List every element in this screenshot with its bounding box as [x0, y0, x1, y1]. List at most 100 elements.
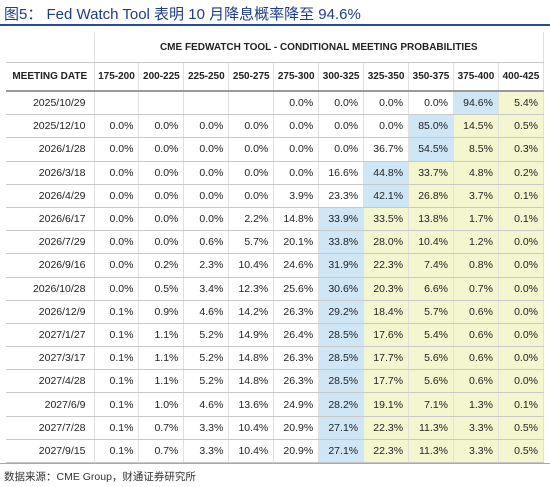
probability-cell: 0.0% — [138, 114, 185, 139]
probability-cell: 25.6% — [273, 277, 320, 301]
probability-table-container: CME FEDWATCH TOOL - CONDITIONAL MEETING … — [6, 32, 545, 464]
probability-cell: 28.5% — [318, 323, 365, 348]
probability-cell: 0.8% — [453, 253, 499, 278]
probability-cell: 0.1% — [94, 369, 140, 394]
probability-cell: 4.8% — [453, 161, 499, 185]
probability-cell: 0.0% — [94, 253, 140, 278]
probability-cell: 18.4% — [363, 300, 410, 324]
meeting-date-cell: 2027/3/17 — [6, 346, 95, 371]
column-header: 325-350 — [363, 62, 410, 92]
probability-cell: 0.0% — [183, 137, 230, 162]
meeting-date-cell: 2026/1/28 — [6, 137, 95, 162]
probability-cell: 0.7% — [138, 439, 185, 464]
probability-cell: 14.8% — [273, 207, 320, 232]
probability-cell: 0.0% — [273, 137, 320, 162]
probability-cell: 0.1% — [94, 392, 140, 417]
super-header-blank — [6, 32, 95, 63]
probability-cell: 0.9% — [138, 300, 185, 324]
probability-cell: 0.1% — [94, 323, 140, 348]
probability-cell: 0.0% — [138, 161, 185, 185]
probability-cell: 0.2% — [498, 161, 545, 185]
column-header: 200-225 — [138, 62, 185, 92]
table-row: 2026/3/18 0.0% 0.0% 0.0% 0.0% 0.0% 16.6% 44.8% 3… — [6, 161, 545, 185]
probability-cell: 27.1% — [318, 416, 365, 440]
probability-cell: 3.9% — [273, 184, 320, 208]
table-row: 2027/6/9 0.1% 1.0% 4.6% 13.6% 24.9% 28.2% 19.1%… — [6, 392, 545, 417]
probability-cell: 0.0% — [498, 300, 545, 324]
probability-cell: 12.3% — [228, 277, 275, 301]
column-header: 225-250 — [183, 62, 230, 92]
probability-cell: 20.9% — [273, 439, 320, 464]
table-row: 2026/4/29 0.0% 0.0% 0.0% 0.0% 3.9% 23.3% 42.1% 2… — [6, 184, 545, 208]
probability-cell: 0.0% — [183, 114, 230, 139]
probability-cell: 0.0% — [498, 253, 545, 278]
probability-cell: 1.7% — [453, 207, 499, 232]
footer-divider — [0, 463, 550, 464]
probability-cell: 28.0% — [363, 230, 410, 255]
probability-cell: 0.6% — [183, 230, 230, 255]
table-row: 2026/7/29 0.0% 0.0% 0.6% 5.7% 20.1% 33.8% 28.0%… — [6, 230, 545, 255]
probability-cell: 16.6% — [318, 161, 365, 185]
probability-cell: 0.1% — [94, 346, 140, 371]
probability-cell: 1.2% — [453, 230, 499, 255]
probability-cell: 14.8% — [228, 346, 275, 371]
meeting-date-cell: 2026/9/16 — [6, 253, 95, 278]
probability-cell: 27.1% — [318, 439, 365, 464]
probability-cell: 0.0% — [183, 207, 230, 232]
probability-cell: 0.0% — [94, 230, 140, 255]
probability-cell: 33.9% — [318, 207, 365, 232]
column-header: 175-200 — [94, 62, 140, 92]
probability-cell: 8.5% — [453, 137, 499, 162]
probability-cell: 17.6% — [363, 323, 410, 348]
probability-cell: 29.2% — [318, 300, 365, 324]
meeting-date-cell: 2027/9/15 — [6, 439, 95, 464]
meeting-date-cell: 2027/1/27 — [6, 323, 95, 348]
probability-cell: 0.0% — [138, 230, 185, 255]
probability-cell: 11.3% — [408, 416, 454, 440]
meeting-date-cell: 2027/7/28 — [6, 416, 95, 440]
probability-cell: 1.3% — [453, 392, 499, 417]
probability-cell: 3.3% — [183, 439, 230, 464]
title-divider — [0, 24, 550, 26]
probability-cell: 0.0% — [94, 137, 140, 162]
probability-cell: 0.0% — [138, 207, 185, 232]
probability-cell: 20.9% — [273, 416, 320, 440]
meeting-date-cell: 2026/10/28 — [6, 277, 95, 301]
probability-cell: 26.3% — [273, 346, 320, 371]
probability-cell: 28.2% — [318, 392, 365, 417]
probability-cell: 0.6% — [453, 300, 499, 324]
probability-cell: 20.3% — [363, 277, 410, 301]
probability-cell: 3.4% — [183, 277, 230, 301]
table-row: 2027/4/28 0.1% 1.1% 5.2% 14.8% 26.3% 28.5% 17.7… — [6, 369, 545, 394]
probability-cell: 5.4% — [498, 91, 545, 116]
probability-cell: 0.0% — [183, 184, 230, 208]
probability-cell: 22.3% — [363, 416, 410, 440]
probability-cell: 3.3% — [183, 416, 230, 440]
probability-cell — [94, 91, 140, 116]
probability-cell: 14.5% — [453, 114, 499, 139]
probability-cell: 5.4% — [408, 323, 454, 348]
probability-cell: 0.0% — [228, 184, 275, 208]
table-row: 2026/1/28 0.0% 0.0% 0.0% 0.0% 0.0% 0.0% 36.7% 54… — [6, 137, 545, 162]
probability-table: CME FEDWATCH TOOL - CONDITIONAL MEETING … — [6, 32, 545, 464]
probability-cell: 10.4% — [228, 253, 275, 278]
probability-cell: 0.1% — [498, 184, 545, 208]
probability-cell: 4.6% — [183, 300, 230, 324]
probability-cell: 36.7% — [363, 137, 410, 162]
probability-cell: 5.6% — [408, 369, 454, 394]
meeting-date-cell: 2026/6/17 — [6, 207, 95, 232]
probability-cell — [138, 91, 185, 116]
table-title: CME FEDWATCH TOOL - CONDITIONAL MEETING … — [94, 32, 544, 63]
probability-cell: 19.1% — [363, 392, 410, 417]
probability-cell: 0.1% — [94, 439, 140, 464]
probability-cell: 6.6% — [408, 277, 454, 301]
probability-cell: 10.4% — [228, 439, 275, 464]
probability-cell: 23.3% — [318, 184, 365, 208]
probability-cell: 7.1% — [408, 392, 454, 417]
probability-cell: 0.0% — [273, 91, 320, 116]
probability-cell: 0.0% — [363, 114, 410, 139]
probability-cell: 44.8% — [363, 161, 410, 185]
probability-cell: 4.6% — [183, 392, 230, 417]
probability-cell: 0.0% — [138, 184, 185, 208]
probability-cell: 0.0% — [273, 161, 320, 185]
